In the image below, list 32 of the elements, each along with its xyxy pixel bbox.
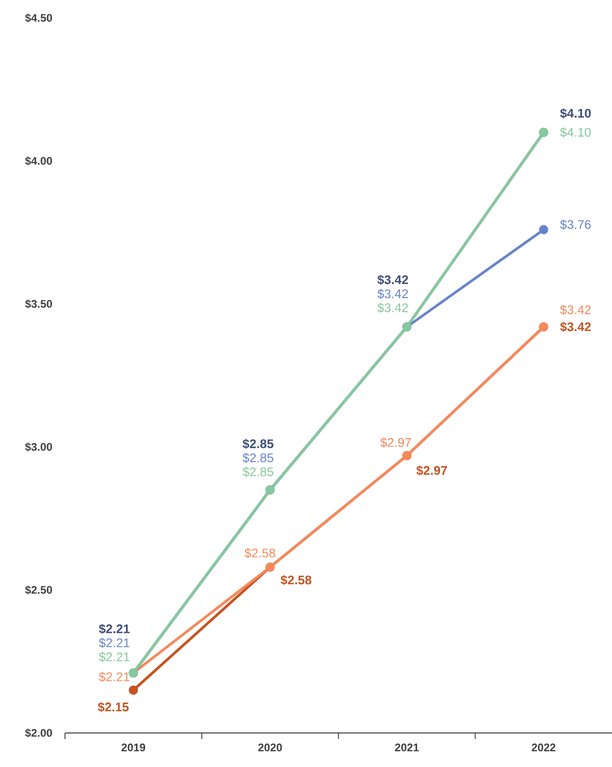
x-tick-label: 2021	[395, 744, 419, 752]
data-label: $2.58	[244, 548, 276, 558]
data-label: $2.97	[416, 465, 447, 476]
data-label: $2.21	[98, 652, 130, 662]
x-tick-label: 2020	[258, 744, 282, 752]
data-label: $2.21	[98, 638, 130, 648]
y-tick-label: $4.50	[25, 14, 52, 22]
point	[539, 225, 548, 234]
y-tick-label: $2.50	[25, 586, 52, 594]
y-tick-label: $3.50	[25, 300, 52, 308]
data-label: $2.85	[242, 452, 274, 463]
data-label: $2.21	[98, 672, 130, 682]
data-label: $2.85	[242, 466, 274, 477]
data-label: $4.10	[560, 108, 591, 118]
y-tick-label: $4.00	[25, 156, 52, 166]
data-label: $2.15	[98, 702, 129, 712]
point	[128, 686, 138, 695]
data-label: $3.42	[377, 274, 408, 285]
data-label: $2.58	[280, 575, 312, 586]
x-tick-label: 2022	[532, 744, 556, 752]
data-label: $2.85	[242, 438, 274, 449]
data-label: $2.21	[98, 624, 130, 634]
data-label: $4.10	[560, 127, 591, 138]
data-label: $3.42	[377, 288, 408, 299]
y-tick-label: $3.00	[25, 442, 52, 452]
data-label: $3.42	[377, 302, 408, 313]
data-label: $3.76	[560, 220, 591, 230]
y-tick-label: $2.00	[25, 728, 52, 738]
data-label: $3.42	[560, 304, 591, 315]
x-tick-label: 2019	[122, 744, 146, 752]
data-label: $3.42	[560, 322, 591, 332]
data-label: $2.97	[380, 438, 411, 448]
